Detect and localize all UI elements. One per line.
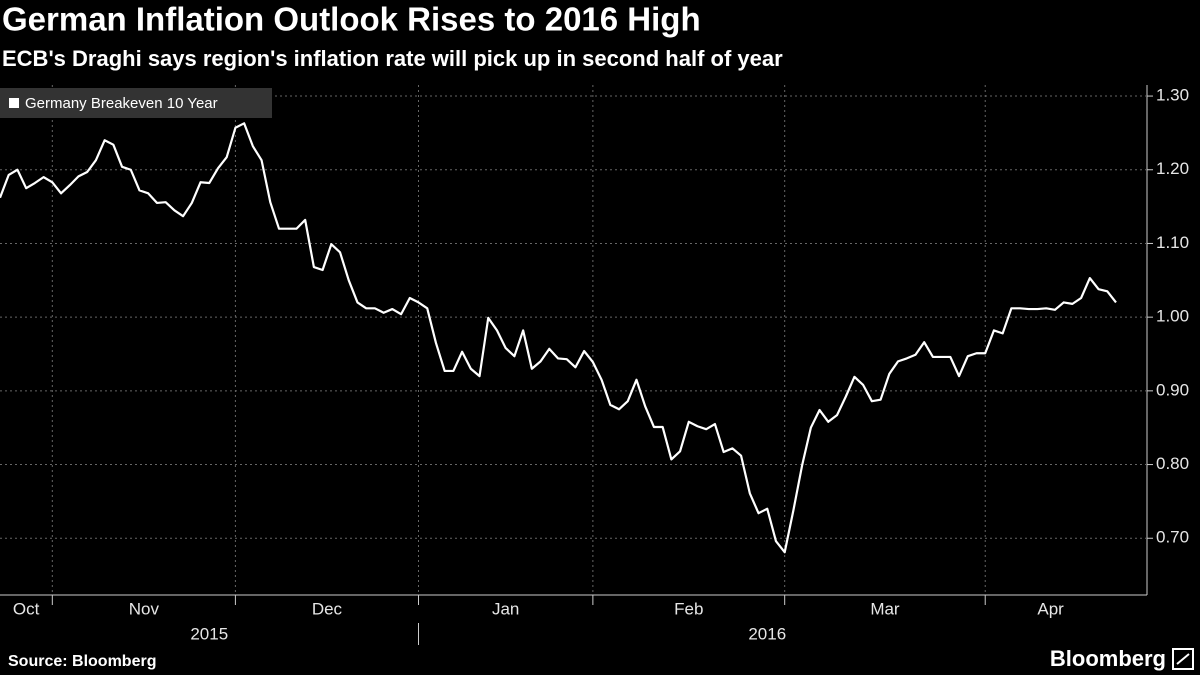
source: Source: Bloomberg (8, 653, 156, 670)
chart-title: German Inflation Outlook Rises to 2016 H… (2, 1, 701, 38)
y-tick-label: 1.10 (1156, 233, 1189, 252)
y-tick-label: 0.90 (1156, 380, 1189, 399)
legend-label: Germany Breakeven 10 Year (25, 95, 218, 112)
x-tick-label: Dec (312, 599, 343, 618)
year-label: 2015 (190, 624, 228, 643)
x-tick-label: Apr (1037, 599, 1064, 618)
brand-icon (1172, 648, 1194, 670)
year-label: 2016 (748, 624, 786, 643)
y-tick-label: 0.70 (1156, 528, 1189, 547)
y-tick-label: 1.30 (1156, 86, 1189, 105)
chart-subtitle: ECB's Draghi says region's inflation rat… (2, 46, 783, 71)
y-tick-label: 1.00 (1156, 307, 1189, 326)
y-tick-label: 0.80 (1156, 454, 1189, 473)
x-tick-label: Oct (13, 599, 40, 618)
legend-swatch (9, 98, 19, 108)
brand-icon-stroke (1176, 653, 1190, 665)
y-tick-label: 1.20 (1156, 159, 1189, 178)
legend-box (0, 88, 272, 118)
x-tick-label: Nov (129, 599, 160, 618)
x-tick-label: Jan (492, 599, 519, 618)
brand: Bloomberg (1050, 646, 1166, 671)
x-tick-label: Mar (870, 599, 900, 618)
x-tick-label: Feb (674, 599, 703, 618)
line-series (0, 122, 1117, 554)
